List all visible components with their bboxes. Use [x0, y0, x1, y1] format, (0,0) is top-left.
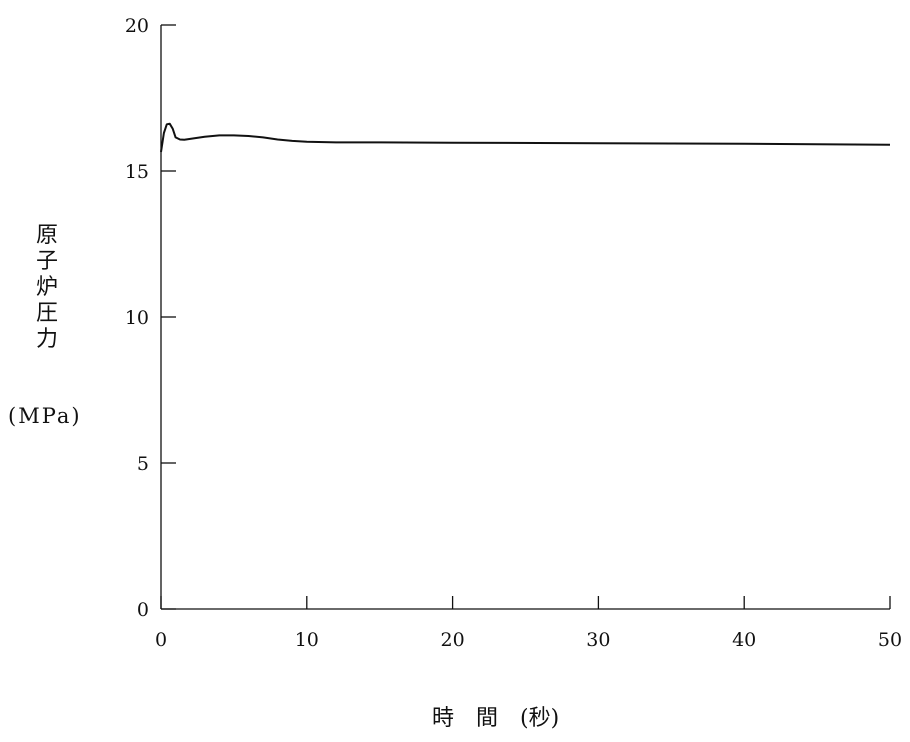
x-tick-label: 50	[878, 629, 902, 651]
x-tick-label: 20	[441, 629, 465, 651]
x-tick-label: 30	[586, 629, 610, 651]
y-tick-label: 5	[137, 453, 149, 475]
y-axis-label-char: 力	[36, 327, 59, 352]
x-axis-label: 時 間 (秒)	[432, 706, 560, 731]
x-tick-label: 40	[732, 629, 756, 651]
reactor-pressure-line	[160, 122, 891, 153]
y-axis-unit: (MPa)	[8, 404, 82, 428]
x-tick-label: 0	[155, 629, 167, 651]
y-tick-label: 20	[125, 15, 149, 37]
y-axis-label-char: 圧	[36, 301, 59, 326]
y-tick-label: 0	[137, 599, 149, 621]
y-tick-label: 15	[125, 161, 149, 183]
y-axis-label-char: 子	[36, 249, 59, 274]
y-axis-label-char: 炉	[36, 275, 59, 300]
y-axis-label-char: 原	[36, 223, 59, 248]
y-tick-label: 10	[125, 307, 149, 329]
x-tick-label: 10	[295, 629, 319, 651]
